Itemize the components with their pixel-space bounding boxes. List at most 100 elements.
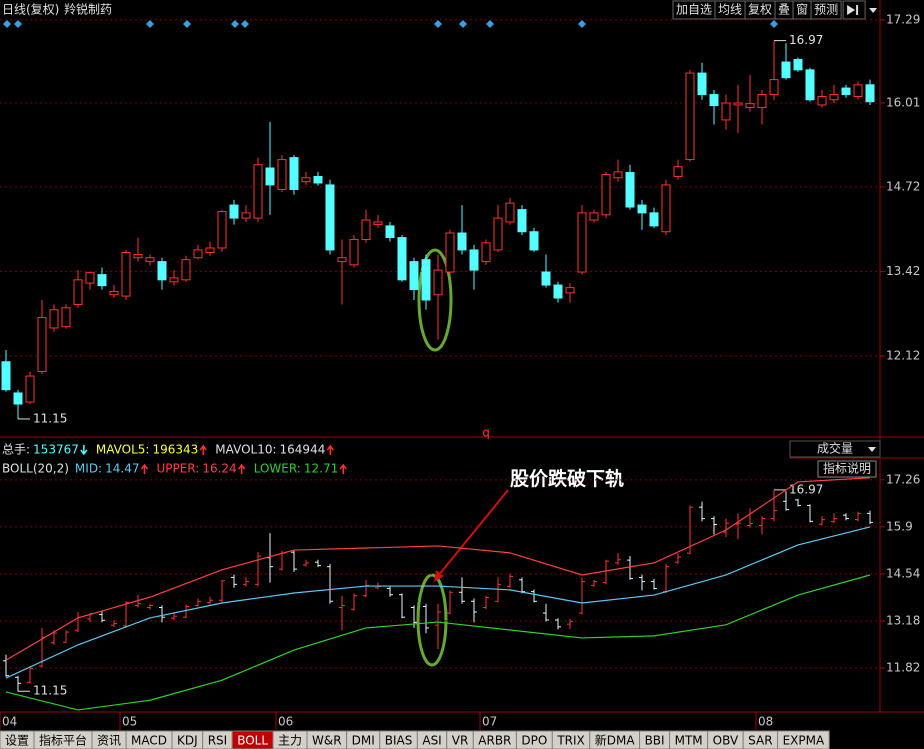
dropdown-arrow[interactable]: [868, 447, 876, 452]
toolbar-button-label[interactable]: 加自选: [676, 3, 712, 17]
candle-body: [757, 94, 767, 109]
tab-label[interactable]: RSI: [208, 734, 228, 748]
toolbar-button-label[interactable]: 窗: [796, 3, 808, 17]
legend-label: 总手:: [2, 443, 30, 457]
candle-body: [805, 69, 815, 101]
toolbar-button[interactable]: [810, 0, 842, 20]
help-button-label[interactable]: 指标说明: [823, 461, 871, 476]
candle-body: [397, 237, 407, 281]
candle-body: [193, 249, 203, 259]
candle-body: [241, 212, 251, 219]
tab[interactable]: [777, 730, 830, 749]
toolbar-button-label[interactable]: 预测: [814, 3, 838, 17]
tab-label[interactable]: VR: [452, 734, 469, 748]
candle-body: [265, 167, 275, 186]
event-marker[interactable]: [459, 20, 467, 28]
tab-label[interactable]: KDJ: [177, 734, 198, 748]
tab-label[interactable]: TRIX: [556, 734, 584, 748]
tab-label[interactable]: ASI: [422, 734, 441, 748]
tab-label[interactable]: 资讯: [97, 734, 121, 748]
x-tick-label: 06: [278, 715, 293, 729]
legend-label: MAVOL10:: [215, 443, 276, 457]
tab-label[interactable]: OBV: [713, 734, 739, 748]
candle-body: [841, 87, 851, 96]
annotation-arrowhead: [434, 570, 444, 582]
highlight-ellipse: [416, 573, 448, 667]
legend-value: 12.71: [304, 462, 338, 476]
event-marker[interactable]: [14, 20, 22, 28]
trend-arrow: [326, 444, 334, 455]
indicator-dropdown-label[interactable]: 成交量: [817, 441, 853, 456]
y-tick-label: 16.01: [886, 96, 920, 110]
tab-label[interactable]: 设置: [5, 734, 29, 748]
tab-label[interactable]: BOLL: [237, 734, 268, 748]
icon-menu[interactable]: [869, 8, 878, 13]
candle-body: [337, 257, 347, 263]
indicator-dropdown[interactable]: [789, 440, 881, 458]
candle-body: [301, 177, 311, 183]
help-button[interactable]: [817, 460, 877, 478]
toolbar-button-label[interactable]: 叠: [778, 3, 790, 17]
candle-body: [385, 225, 395, 239]
event-marker[interactable]: [770, 20, 778, 28]
event-marker[interactable]: [183, 20, 191, 28]
candle-body: [577, 212, 587, 273]
tab-label[interactable]: SAR: [748, 734, 772, 748]
icon-play-end[interactable]: [847, 5, 859, 15]
candle-body: [49, 309, 59, 329]
extreme-label: 11.15: [33, 684, 67, 698]
tab-label[interactable]: 新DMA: [595, 733, 636, 748]
tab-label[interactable]: BBI: [645, 734, 665, 748]
event-marker[interactable]: [578, 20, 586, 28]
x-tick-label: 08: [758, 715, 773, 729]
candle-body: [169, 277, 179, 283]
event-marker[interactable]: [486, 20, 494, 28]
candle-body: [121, 252, 131, 297]
trend-arrow: [199, 444, 207, 455]
event-marker[interactable]: [231, 20, 239, 28]
candle-body: [409, 261, 419, 291]
candle-body: [613, 171, 623, 179]
legend-value: 153767: [33, 443, 79, 457]
candle-body: [685, 72, 695, 161]
extreme-label: 11.15: [33, 411, 67, 425]
candle-body: [781, 61, 791, 79]
trend-arrow: [140, 463, 149, 474]
tab-label[interactable]: BIAS: [385, 734, 413, 748]
band-line: [5, 574, 871, 711]
tab-label[interactable]: MTM: [675, 734, 703, 748]
toolbar-button-label[interactable]: 复权: [748, 3, 772, 17]
legend-value: 16.24: [202, 462, 236, 476]
legend-value: 164944: [280, 443, 326, 457]
candle-body: [793, 58, 803, 71]
tab-label[interactable]: 主力: [278, 734, 302, 748]
band-line: [5, 526, 871, 679]
tab-label[interactable]: DPO: [521, 734, 547, 748]
toolbar-button-label[interactable]: 均线: [718, 3, 742, 17]
chart-title: 日线(复权): [2, 3, 59, 17]
tab-label[interactable]: DMI: [352, 734, 375, 748]
event-marker[interactable]: [241, 20, 249, 28]
event-marker[interactable]: [434, 20, 442, 28]
event-marker[interactable]: [146, 20, 154, 28]
candle-body: [85, 272, 95, 284]
candle-body: [73, 279, 83, 306]
tab-label[interactable]: ARBR: [478, 734, 511, 748]
tab-label[interactable]: MACD: [131, 734, 167, 748]
tab-label[interactable]: EXPMA: [783, 734, 825, 748]
tab-label[interactable]: 指标平台: [39, 733, 87, 748]
candle-body: [565, 287, 575, 294]
candle-body: [289, 157, 299, 190]
legend-value: 14.47: [105, 462, 139, 476]
candle-body: [817, 96, 827, 106]
candle-body: [181, 259, 191, 281]
legend-value: 196343: [152, 443, 198, 457]
tab-label[interactable]: W&R: [312, 734, 342, 748]
annotation: 股价跌破下轨: [510, 467, 624, 490]
event-marker[interactable]: [3, 20, 11, 28]
candle-body: [421, 259, 431, 301]
candle-body: [697, 72, 707, 96]
candle-body: [601, 174, 611, 216]
candle-body: [37, 317, 47, 372]
